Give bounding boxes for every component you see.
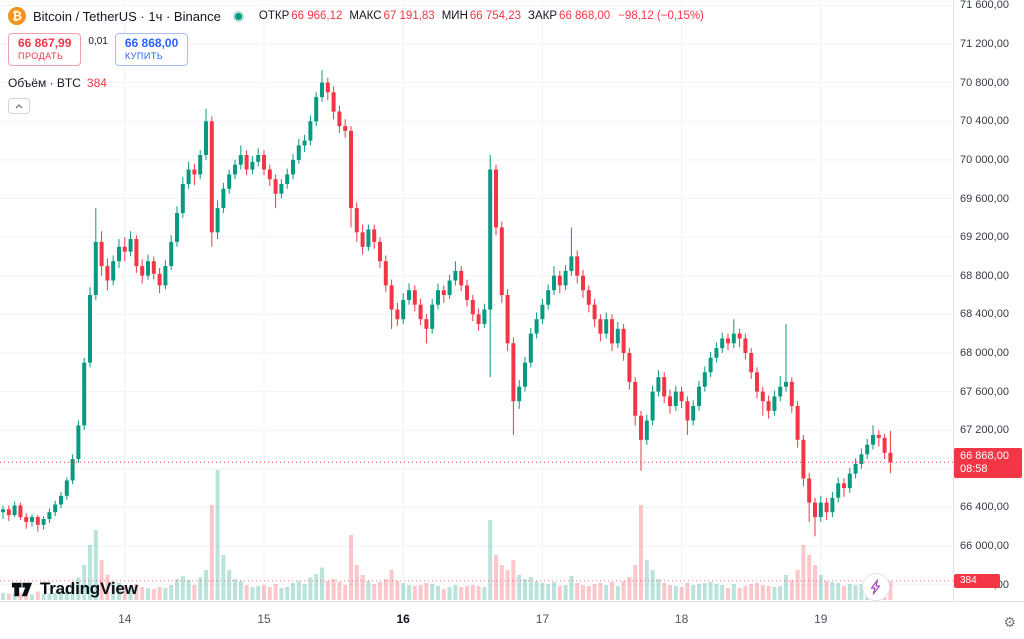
open-value: 66 966,12 [291, 10, 343, 22]
volume-indicator-row: Объём · BTC 384 [8, 76, 704, 90]
low-value: 66 754,23 [469, 10, 522, 22]
sell-button[interactable]: 66 867,99 ПРОДАТЬ [8, 33, 82, 66]
time-tick-label: 16 [396, 612, 410, 626]
change-value: −98,12 (−0,15%) [618, 10, 704, 22]
price-scale[interactable]: 71 600,00 71 200,00 70 800,00 70 400,00 70 0… [953, 0, 1024, 602]
price-tick-label: 69 600,00 [960, 192, 1009, 205]
price-tick-label: 66 000,00 [960, 540, 1009, 552]
price-tick-label: 68 400,00 [960, 308, 1009, 321]
current-price-value: 66 868,00 [960, 450, 1009, 463]
chart-canvas[interactable] [0, 0, 953, 602]
open-label: ОТКР [258, 10, 290, 22]
buy-price: 66 868,00 [124, 36, 179, 50]
price-tick-label: 71 600,00 [960, 0, 1009, 12]
price-tick-label: 69 200,00 [960, 231, 1009, 244]
candle-countdown: 08:58 [960, 463, 988, 476]
time-scale[interactable]: ⚙ 14 15 16 17 18 19 [0, 601, 1024, 639]
trade-panel: 66 867,99 ПРОДАТЬ 0,01 66 868,00 КУПИТЬ [8, 33, 704, 66]
gear-icon[interactable]: ⚙ [1003, 614, 1016, 630]
price-tick-label: 68 800,00 [960, 269, 1009, 282]
chevron-up-icon [15, 103, 23, 108]
lightning-icon [870, 579, 881, 595]
time-tick-label: 17 [535, 612, 550, 626]
time-tick-label: 19 [814, 612, 828, 626]
tradingview-logo-text: TradingView [40, 579, 138, 598]
sell-label: ПРОДАТЬ [18, 51, 64, 61]
price-tick-label: 70 400,00 [960, 115, 1009, 128]
price-tick-label: 67 600,00 [960, 385, 1009, 398]
price-tick-label: 66 400,00 [960, 501, 1009, 514]
tradingview-logo-icon [11, 582, 33, 597]
low-label: МИН [441, 10, 468, 22]
current-price-badge: 66 868,00 08:58 [954, 448, 1022, 479]
sell-price: 66 867,99 [18, 36, 72, 50]
series-status-icon[interactable] [232, 10, 244, 22]
symbol-row: ₿ Bitcoin / TetherUS · 1ч · Binance ОТКР… [8, 6, 704, 26]
spread-value: 0,01 [88, 36, 108, 47]
price-tick-label: 67 200,00 [960, 424, 1009, 437]
price-tick-label: 68 000,00 [960, 347, 1009, 359]
instant-order-button[interactable] [862, 573, 890, 601]
high-value: 67 191,83 [383, 10, 435, 22]
symbol-title[interactable]: Bitcoin / TetherUS · 1ч · Binance [33, 8, 221, 24]
price-tick-label: 70 800,00 [960, 76, 1009, 89]
collapse-legend-button[interactable] [8, 98, 30, 114]
chart-header: ₿ Bitcoin / TetherUS · 1ч · Binance ОТКР… [8, 6, 704, 114]
close-label: ЗАКР [528, 10, 558, 22]
high-label: МАКС [349, 10, 382, 22]
tradingview-logo[interactable]: TradingView [10, 577, 138, 601]
close-value: 66 868,00 [559, 10, 611, 22]
buy-button[interactable]: 66 868,00 КУПИТЬ [114, 33, 189, 66]
volume-indicator-label[interactable]: Объём · BTC [8, 76, 81, 90]
price-tick-label: 70 000,00 [960, 153, 1009, 166]
time-tick-label: 18 [674, 612, 689, 626]
price-tick-label: 71 200,00 [960, 38, 1009, 50]
time-tick-label: 15 [257, 612, 271, 626]
buy-label: КУПИТЬ [124, 51, 164, 61]
current-volume-badge: 384 [954, 573, 1000, 588]
time-tick-label: 14 [118, 612, 132, 626]
volume-indicator-value: 384 [86, 76, 107, 90]
bitcoin-icon: ₿ [8, 7, 26, 25]
ohlc-legend: ОТКР 66 966,12 МАКС 67 191,83 МИН 66 754,23… [252, 10, 704, 22]
